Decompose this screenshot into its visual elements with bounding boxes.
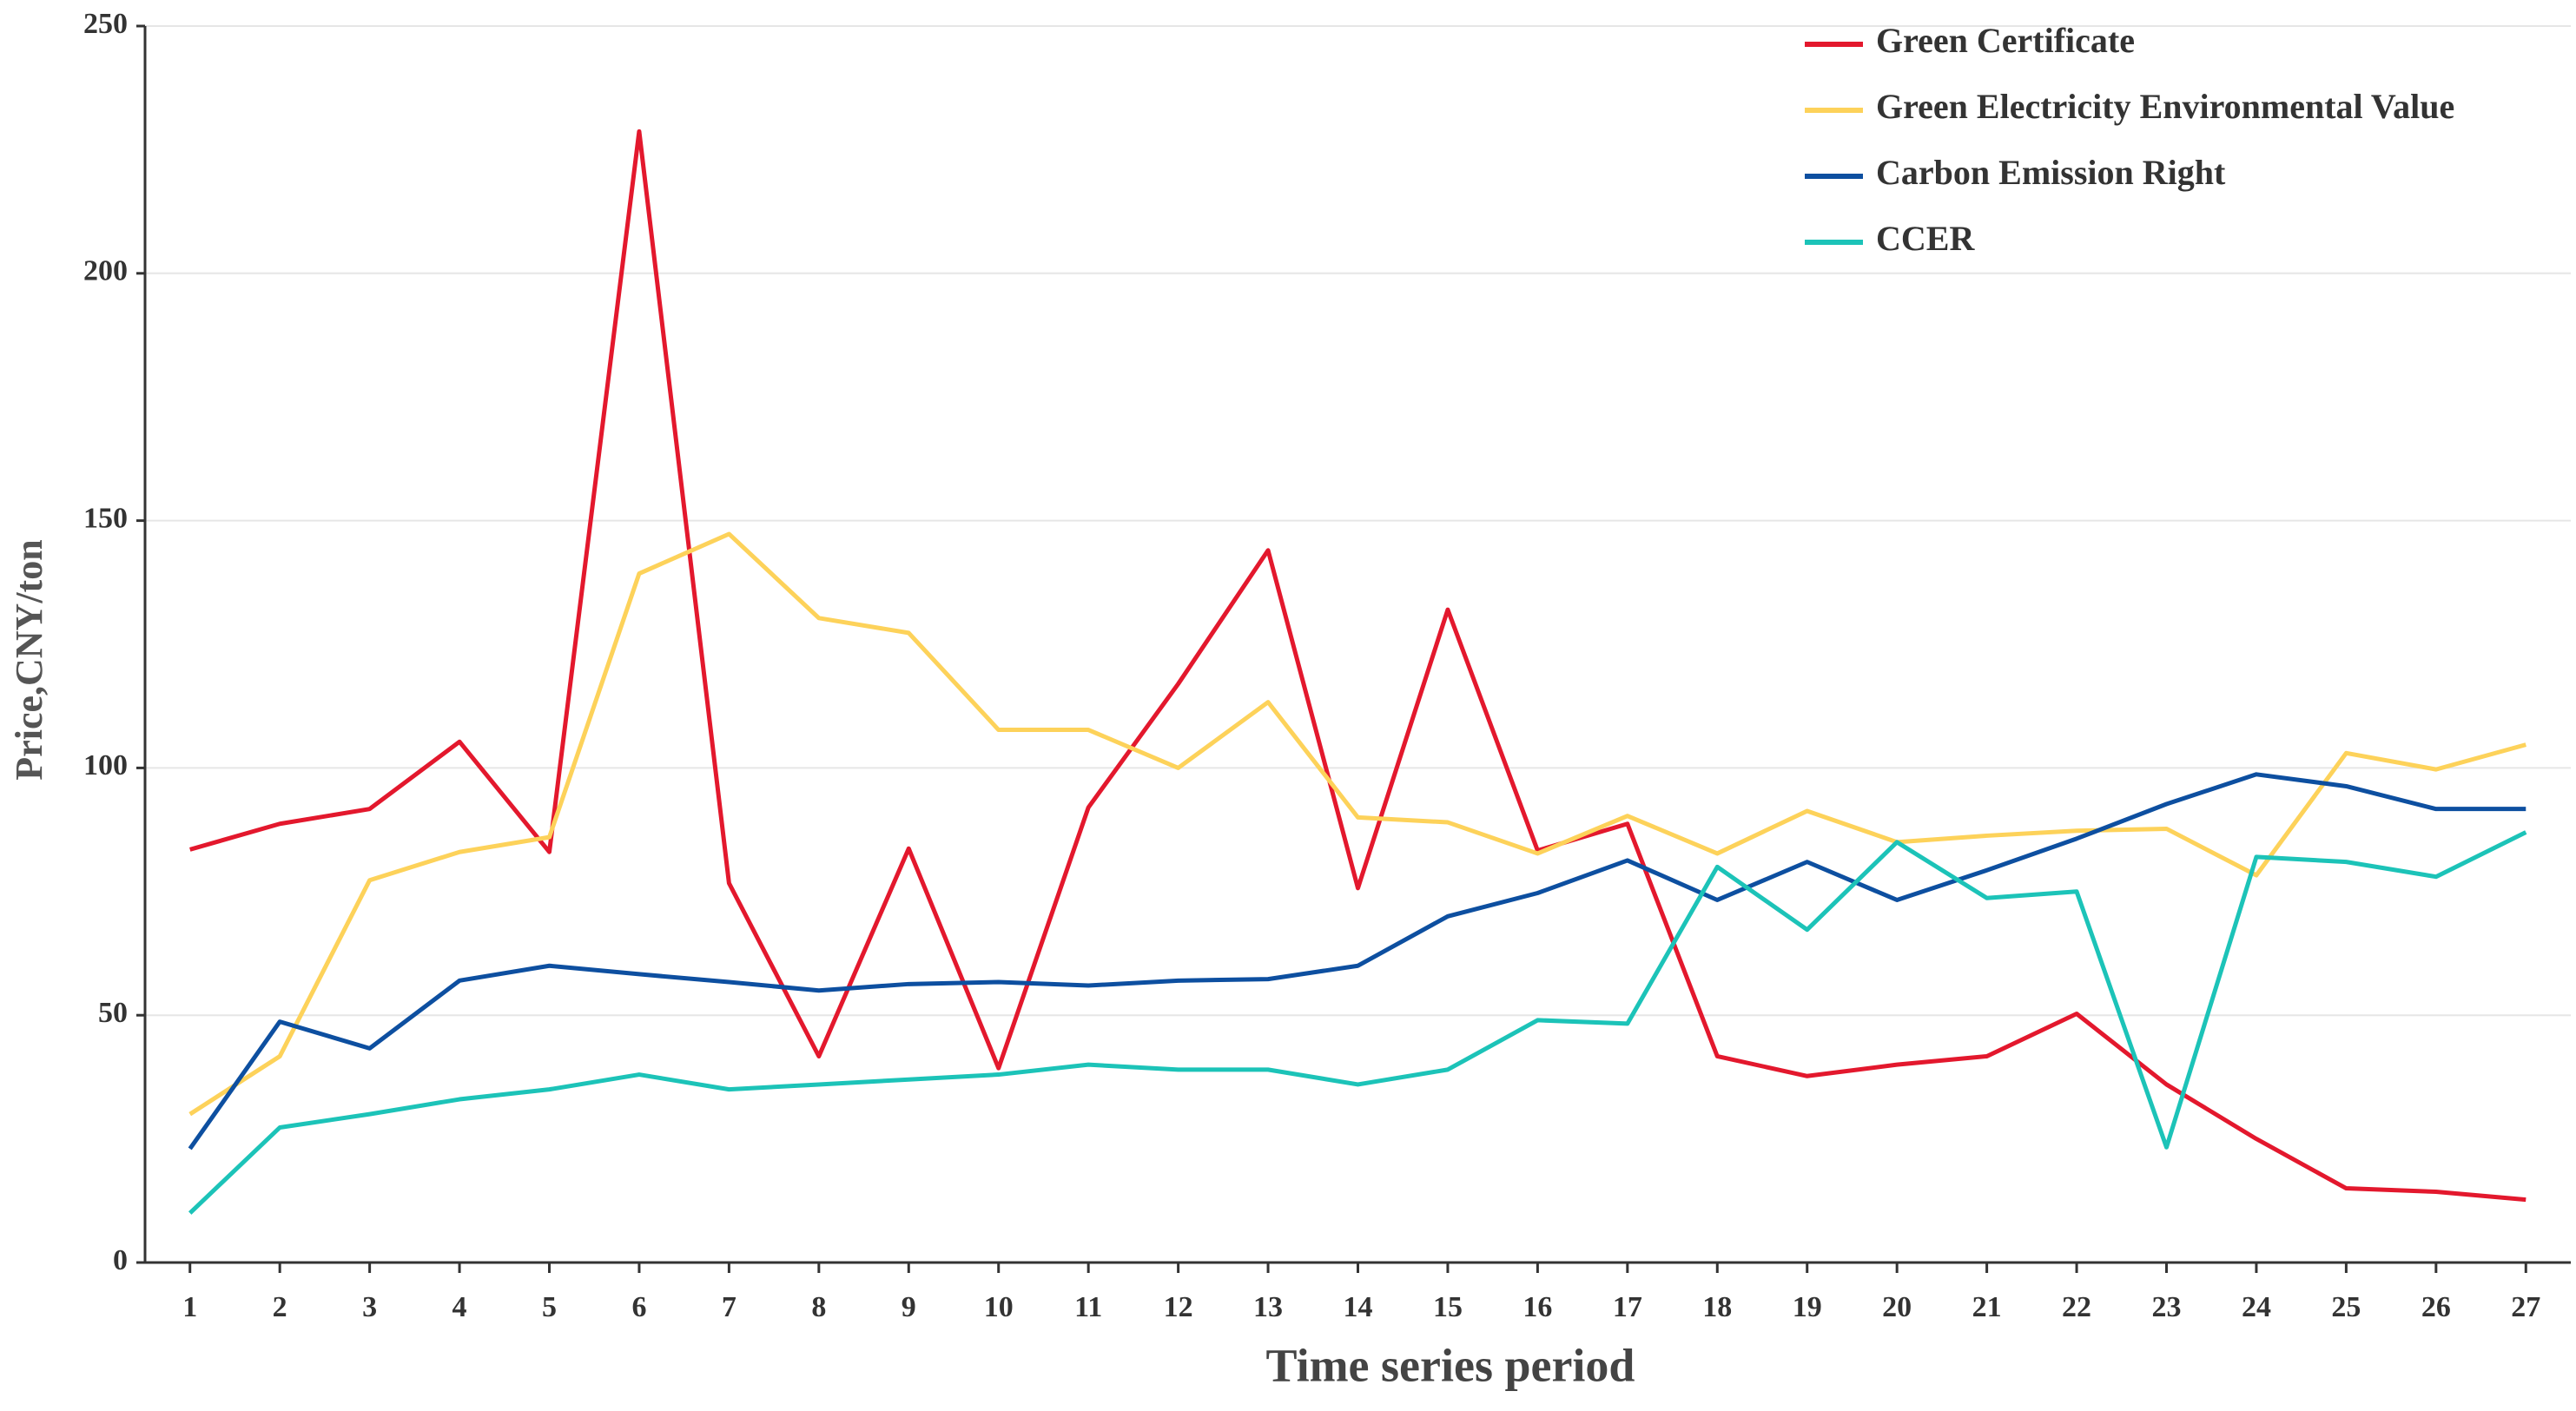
x-tick-label: 24 xyxy=(2242,1291,2271,1323)
y-tick-label: 100 xyxy=(83,749,128,781)
legend-label: Green Electricity Environmental Value xyxy=(1876,87,2454,126)
x-tick-label: 25 xyxy=(2331,1291,2361,1323)
x-tick-label: 10 xyxy=(984,1291,1014,1323)
x-tick-label: 12 xyxy=(1164,1291,1193,1323)
series-line xyxy=(188,830,2527,1215)
x-tick-label: 27 xyxy=(2511,1291,2540,1323)
x-tick-label: 11 xyxy=(1074,1291,1102,1323)
series-line xyxy=(188,531,2526,1117)
x-tick-label: 17 xyxy=(1613,1291,1642,1323)
x-tick-label: 7 xyxy=(722,1291,736,1323)
x-tick-label: 21 xyxy=(1972,1291,2002,1323)
x-tick-label: 1 xyxy=(182,1291,197,1323)
y-tick-label: 150 xyxy=(83,502,128,534)
x-tick-label: 9 xyxy=(902,1291,916,1323)
legend-label: Green Certificate xyxy=(1876,21,2135,60)
x-tick-label: 6 xyxy=(631,1291,646,1323)
x-tick-label: 20 xyxy=(1882,1291,1912,1323)
x-tick-label: 4 xyxy=(452,1291,467,1323)
x-tick-label: 16 xyxy=(1522,1291,1552,1323)
y-tick-label: 200 xyxy=(83,255,128,287)
y-tick-label: 50 xyxy=(98,997,128,1029)
y-tick-label: 250 xyxy=(83,8,128,40)
y-axis-title: Price,CNY/ton xyxy=(8,539,50,780)
x-tick-label: 8 xyxy=(811,1291,826,1323)
x-tick-label: 18 xyxy=(1702,1291,1732,1323)
series-line xyxy=(189,129,2526,1203)
x-tick-label: 13 xyxy=(1253,1291,1283,1323)
x-tick-label: 23 xyxy=(2152,1291,2182,1323)
x-tick-label: 5 xyxy=(542,1291,557,1323)
x-tick-label: 2 xyxy=(273,1291,287,1323)
x-axis-title: Time series period xyxy=(1266,1339,1635,1391)
x-tick-label: 19 xyxy=(1793,1291,1822,1323)
x-tick-label: 22 xyxy=(2062,1291,2091,1323)
x-tick-label: 3 xyxy=(362,1291,377,1323)
legend-label: CCER xyxy=(1876,219,1975,258)
x-tick-label: 26 xyxy=(2421,1291,2451,1323)
x-tick-label: 15 xyxy=(1433,1291,1463,1323)
y-tick-label: 0 xyxy=(113,1244,128,1276)
series-line xyxy=(188,772,2526,1151)
x-tick-label: 14 xyxy=(1344,1291,1373,1323)
legend-label: Carbon Emission Right xyxy=(1876,153,2226,192)
